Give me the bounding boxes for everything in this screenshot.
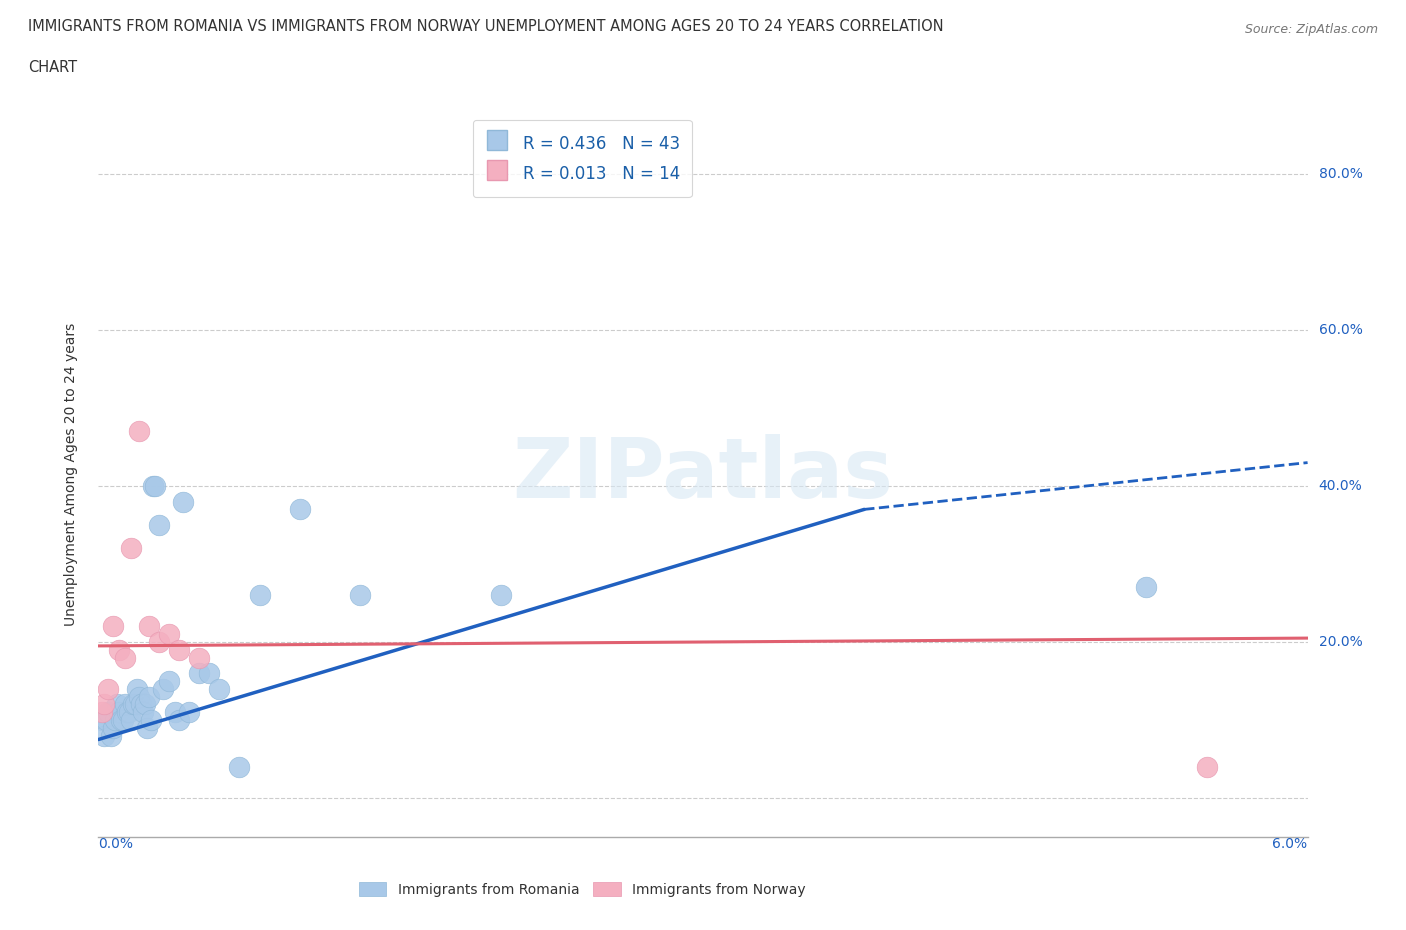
Point (179, 705, 201, 720)
Point (110, 712, 132, 727)
Text: CHART: CHART (28, 60, 77, 75)
Point (93, 697, 115, 711)
Point (125, 682, 148, 697)
Point (148, 518, 170, 533)
Point (101, 721, 124, 736)
Point (143, 479, 166, 494)
Point (188, 650, 211, 665)
Point (97, 705, 120, 720)
Point (96, 712, 118, 727)
Point (128, 689, 150, 704)
Point (163, 705, 186, 720)
Point (101, 619, 124, 634)
Point (142, 479, 165, 494)
Legend: Immigrants from Romania, Immigrants from Norway: Immigrants from Romania, Immigrants from… (353, 877, 811, 903)
Point (114, 697, 136, 711)
Point (124, 697, 146, 711)
Text: 40.0%: 40.0% (1319, 479, 1362, 493)
Point (138, 689, 160, 704)
Point (134, 697, 156, 711)
Point (491, 588, 513, 603)
Point (172, 494, 194, 509)
Point (120, 541, 142, 556)
Text: Source: ZipAtlas.com: Source: ZipAtlas.com (1244, 23, 1378, 36)
Point (228, 760, 250, 775)
Point (167, 643, 190, 658)
Point (107, 705, 129, 720)
Text: 6.0%: 6.0% (1272, 837, 1308, 851)
Point (121, 697, 143, 711)
Point (97, 682, 120, 697)
Point (91, 705, 114, 720)
Point (107, 643, 129, 658)
Point (114, 650, 136, 665)
Point (105, 697, 128, 711)
Point (157, 627, 180, 642)
Point (91, 712, 114, 727)
Text: IMMIGRANTS FROM ROMANIA VS IMMIGRANTS FROM NORWAY UNEMPLOYMENT AMONG AGES 20 TO : IMMIGRANTS FROM ROMANIA VS IMMIGRANTS FR… (28, 19, 943, 33)
Point (157, 673, 180, 688)
Point (120, 712, 142, 727)
Point (115, 705, 138, 720)
Point (208, 682, 231, 697)
Point (249, 588, 271, 603)
Point (152, 682, 174, 697)
Point (118, 705, 141, 720)
Point (111, 712, 134, 727)
Point (139, 712, 162, 727)
Text: 60.0%: 60.0% (1319, 323, 1362, 337)
Point (129, 697, 152, 711)
Text: 20.0%: 20.0% (1319, 635, 1362, 649)
Y-axis label: Unemployment Among Ages 20 to 24 years: Unemployment Among Ages 20 to 24 years (63, 323, 77, 626)
Point (198, 666, 221, 681)
Point (100, 728, 122, 743)
Point (349, 588, 371, 603)
Point (167, 712, 190, 727)
Point (132, 705, 155, 720)
Point (148, 634, 170, 649)
Point (138, 619, 160, 634)
Point (1135, 580, 1157, 595)
Text: 0.0%: 0.0% (98, 837, 134, 851)
Point (93, 728, 115, 743)
Point (188, 666, 211, 681)
Text: 80.0%: 80.0% (1319, 167, 1362, 181)
Point (288, 502, 311, 517)
Point (135, 721, 157, 736)
Text: ZIPatlas: ZIPatlas (513, 433, 893, 515)
Point (1195, 760, 1218, 775)
Point (103, 712, 125, 727)
Point (128, 424, 150, 439)
